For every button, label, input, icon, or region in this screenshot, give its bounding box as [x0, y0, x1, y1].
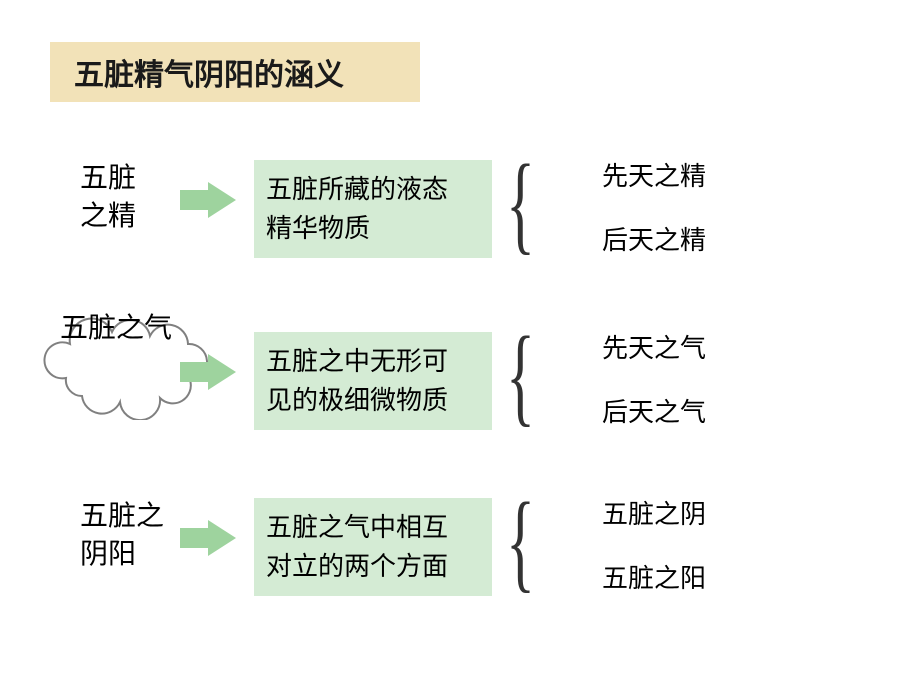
definition-box: 五脏之中无形可 见的极细微物质	[254, 332, 492, 430]
sub-item: 先天之气	[602, 328, 706, 365]
sub-item: 五脏之阳	[602, 558, 706, 595]
arrow-right-icon	[180, 354, 236, 390]
definition-box: 五脏之气中相互 对立的两个方面	[254, 498, 492, 596]
slide-title-text: 五脏精气阴阳的涵义	[74, 59, 344, 92]
concept-label: 五脏 之精	[80, 160, 136, 236]
definition-box: 五脏所藏的液态 精华物质	[254, 160, 492, 258]
curly-brace-icon: {	[506, 148, 535, 258]
slide-title: 五脏精气阴阳的涵义	[50, 42, 420, 102]
curly-brace-icon: {	[506, 486, 535, 596]
concept-label: 五脏之气	[60, 310, 172, 348]
sub-item: 后天之精	[602, 220, 706, 257]
arrow-right-icon	[180, 520, 236, 556]
curly-brace-icon: {	[506, 320, 535, 430]
concept-label: 五脏之 阴阳	[80, 498, 164, 574]
sub-item: 五脏之阴	[602, 494, 706, 531]
arrow-right-icon	[180, 182, 236, 218]
sub-item: 后天之气	[602, 392, 706, 429]
sub-item: 先天之精	[602, 156, 706, 193]
